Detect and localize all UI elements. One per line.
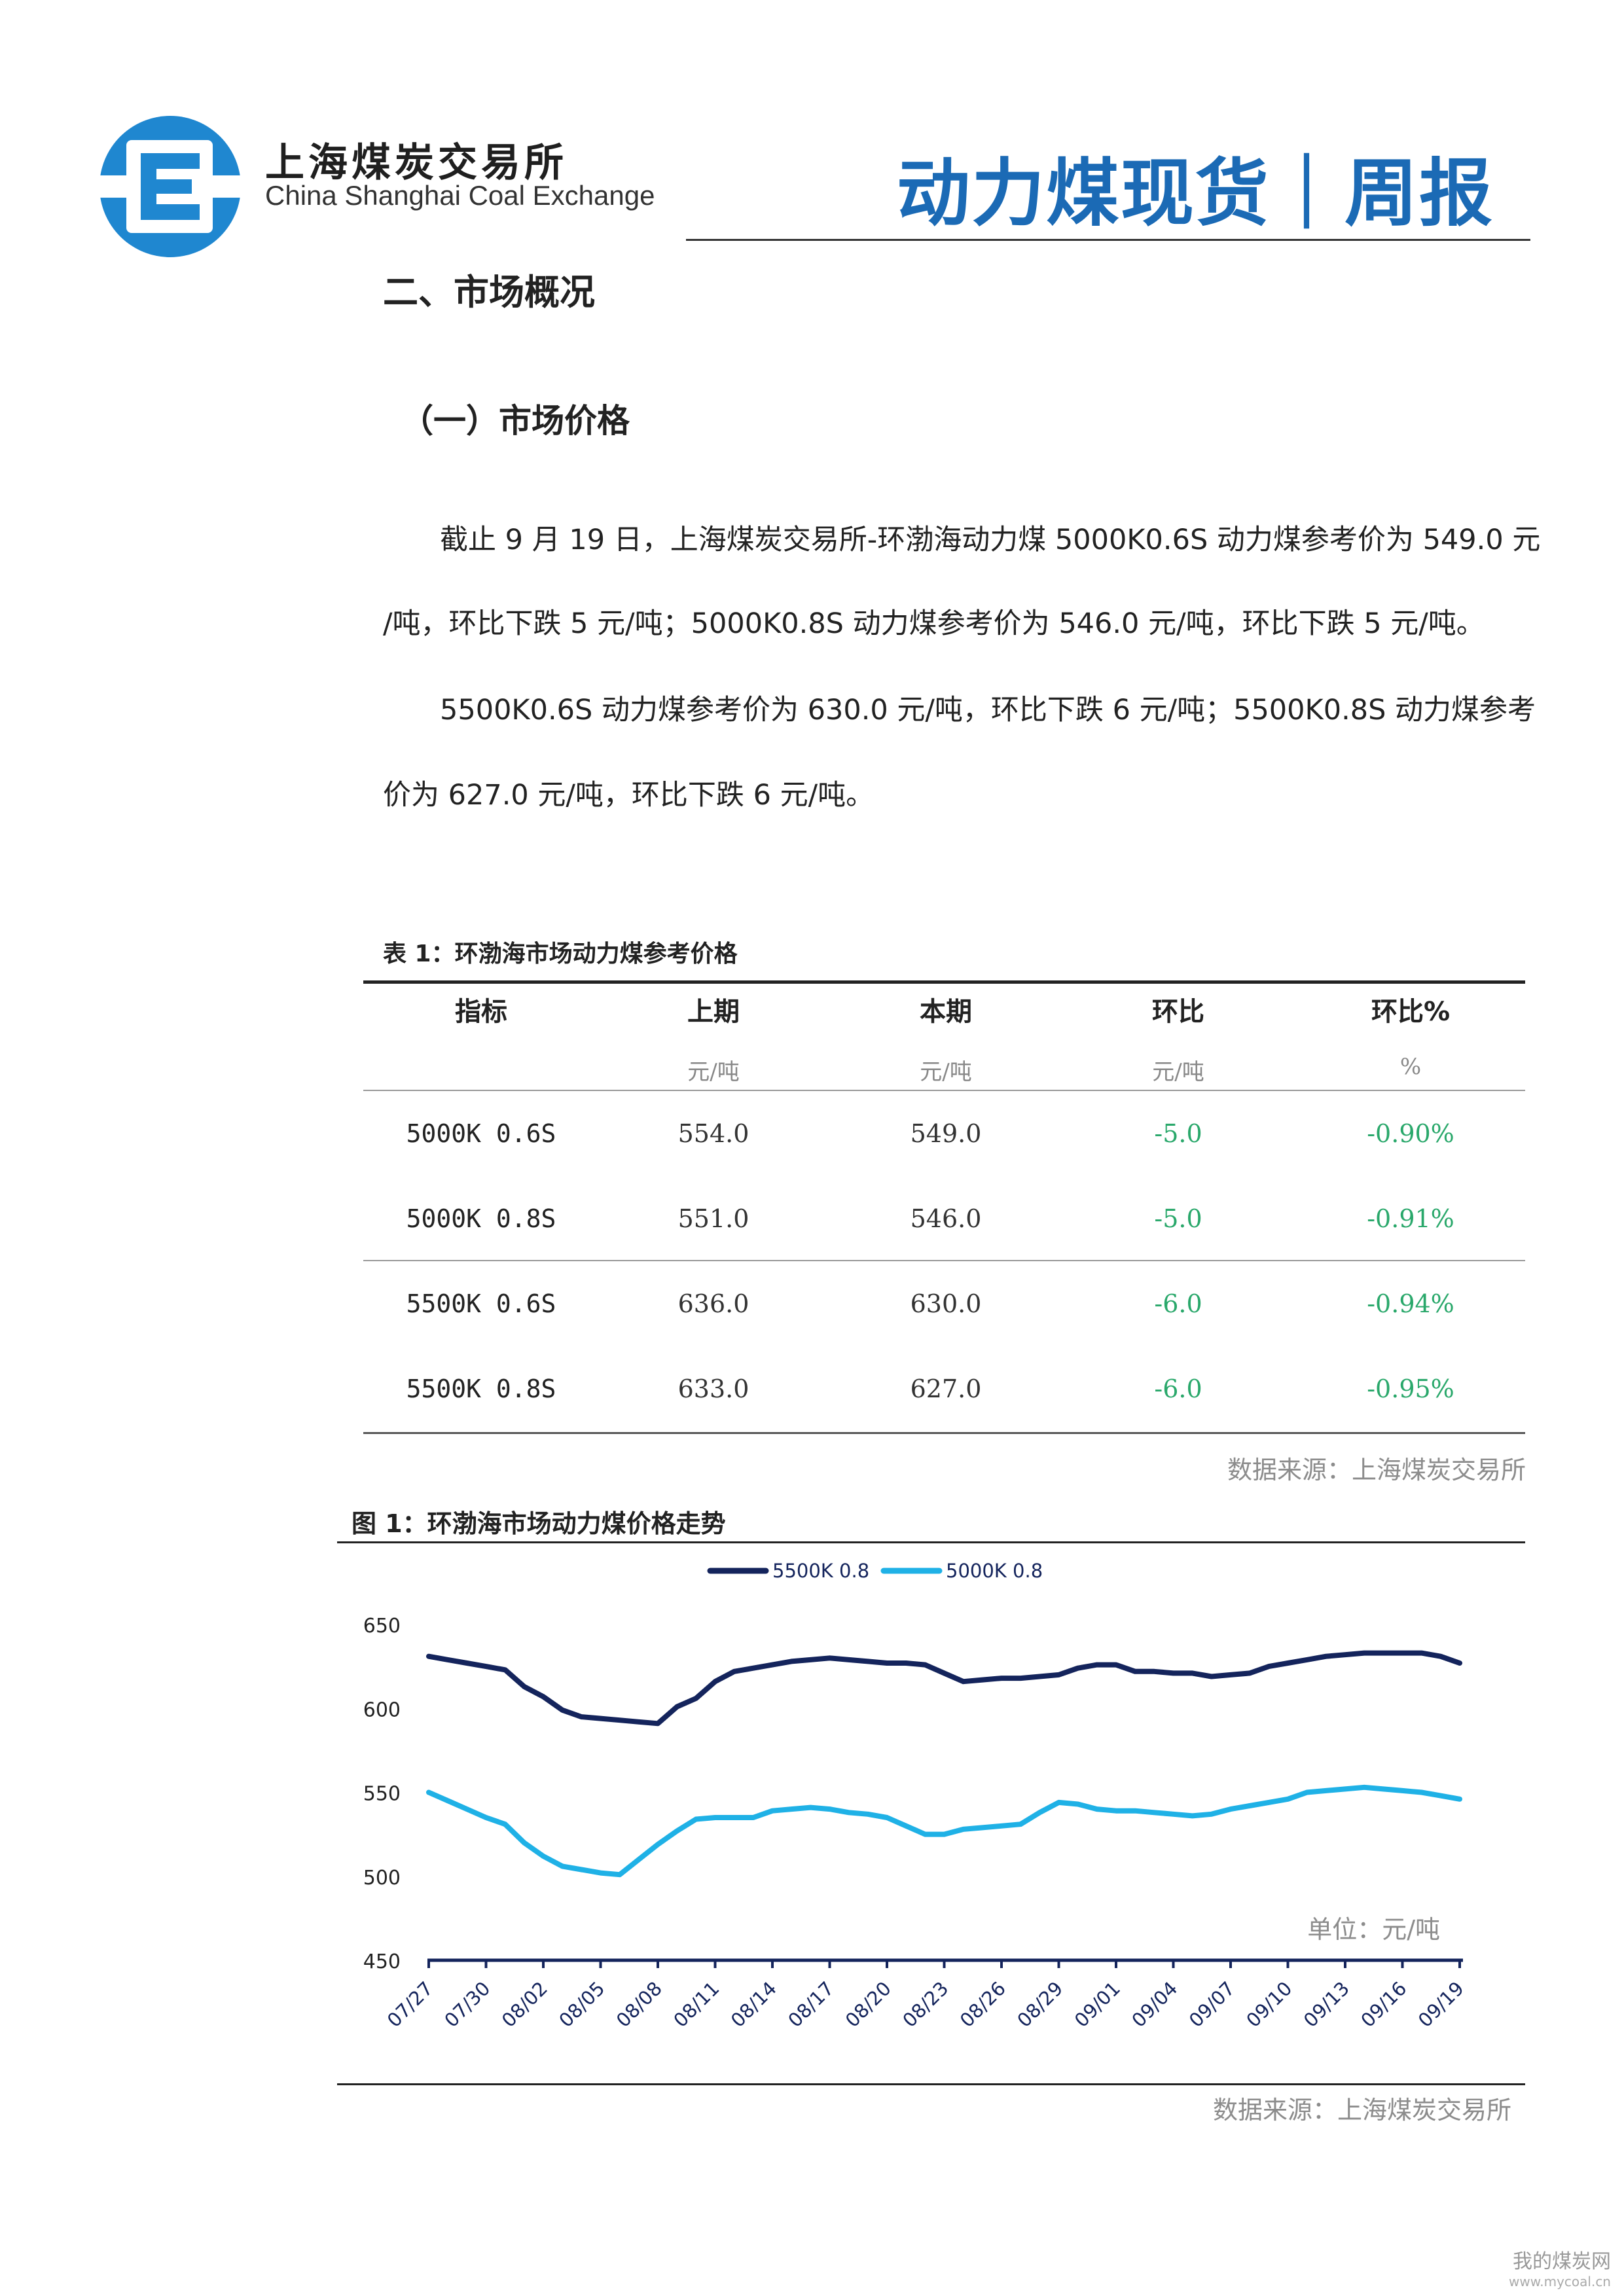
- figure-source: 数据来源：上海煤炭交易所: [1212, 2096, 1511, 2125]
- figure-top-rule: [337, 1541, 1525, 1543]
- section-heading: 二、市场概况: [383, 272, 595, 313]
- series-line-dark: [426, 1650, 1462, 1727]
- table-cell: 549.0: [910, 1119, 982, 1148]
- table-caption: 表 1：环渤海市场动力煤参考价格: [383, 941, 738, 967]
- x-tick-label: 08/05: [554, 1977, 609, 2032]
- x-tick-label: 08/11: [669, 1977, 723, 2032]
- chart-legend: 5500K 0.8 5000K 0.8: [707, 1560, 1043, 1582]
- table-cell: 630.0: [910, 1289, 982, 1318]
- y-tick-label: 600: [363, 1698, 401, 1721]
- table-unit-change-pct: %: [1399, 1054, 1422, 1080]
- table-header-current: 本期: [920, 997, 972, 1027]
- table-cell: 546.0: [910, 1204, 982, 1233]
- table-header-change-pct: 环比%: [1371, 997, 1451, 1027]
- legend-label: 5000K 0.8: [946, 1560, 1043, 1582]
- x-tick-label: 08/17: [784, 1977, 838, 2032]
- table-cell: -5.0: [1154, 1204, 1202, 1233]
- x-tick-label: 09/16: [1356, 1977, 1411, 2032]
- figure-bottom-rule: [337, 2083, 1525, 2085]
- x-tick-label: 08/08: [612, 1977, 666, 2032]
- report-title: 动力煤现货｜周报: [897, 151, 1494, 236]
- table-bottom-rule: [363, 1432, 1525, 1434]
- x-axis: 07/27 07/30 08/02 08/05 08/08 08/11 08/14 08/17…: [383, 1958, 1468, 2032]
- x-tick-label: 07/27: [383, 1977, 437, 2032]
- watermark-name: 我的煤炭网: [1513, 2250, 1611, 2273]
- paragraph-2-line-2: 价为 627.0 元/吨，环比下跌 6 元/吨。: [383, 779, 875, 812]
- watermark-text: 我的煤炭网 www.mycoal.cn: [1509, 2245, 1611, 2289]
- y-tick-label: 650: [363, 1615, 401, 1638]
- table-header-change: 环比: [1152, 997, 1204, 1027]
- table-top-rule: [363, 980, 1525, 984]
- table-cell: 5500K 0.6S: [406, 1289, 556, 1318]
- subsection-heading: （一）市场价格: [401, 402, 630, 440]
- figure-caption: 图 1：环渤海市场动力煤价格走势: [352, 1509, 726, 1538]
- table-unit-previous: 元/吨: [687, 1059, 740, 1085]
- y-tick-label: 550: [363, 1783, 401, 1806]
- x-tick-label: 08/20: [841, 1977, 895, 2032]
- x-tick-label: 08/14: [727, 1977, 781, 2032]
- table-cell: -0.94%: [1367, 1289, 1454, 1318]
- series-lines: [426, 1650, 1462, 1878]
- x-tick-label: 08/26: [956, 1977, 1010, 2032]
- table-cell: 627.0: [910, 1374, 982, 1403]
- x-tick-label: 07/30: [440, 1977, 494, 2032]
- x-tick-label: 09/13: [1299, 1977, 1354, 2032]
- table-cell: -0.90%: [1367, 1119, 1454, 1148]
- paragraph-2-line-1: 5500K0.6S 动力煤参考价为 630.0 元/吨，环比下跌 6 元/吨；5…: [440, 694, 1536, 726]
- table-cell: -5.0: [1154, 1119, 1202, 1148]
- table-cell: 5500K 0.8S: [406, 1374, 556, 1403]
- table-group-rule: [363, 1260, 1525, 1261]
- x-tick-label: 09/10: [1242, 1977, 1296, 2032]
- table-unit-change: 元/吨: [1152, 1059, 1204, 1085]
- table-header-rule: [363, 1090, 1525, 1091]
- table-cell: -6.0: [1154, 1289, 1202, 1318]
- y-tick-label: 450: [363, 1950, 401, 1973]
- table-unit-current: 元/吨: [920, 1059, 972, 1085]
- y-axis: 450 500 550 600 650: [363, 1615, 401, 1973]
- table-header-previous: 上期: [687, 997, 740, 1027]
- table-header-indicator: 指标: [455, 997, 507, 1027]
- table-cell: 551.0: [677, 1204, 749, 1233]
- y-tick-label: 500: [363, 1867, 401, 1890]
- watermark-url: www.mycoal.cn: [1509, 2274, 1611, 2289]
- org-name-cn: 上海煤炭交易所: [265, 140, 568, 186]
- x-tick-label: 08/02: [497, 1977, 552, 2032]
- x-tick-label: 09/07: [1185, 1977, 1239, 2032]
- legend-label: 5500K 0.8: [772, 1560, 869, 1582]
- org-name-en: China Shanghai Coal Exchange: [265, 180, 655, 211]
- table-cell: -0.91%: [1367, 1204, 1454, 1233]
- header-divider: [686, 239, 1530, 241]
- table-cell: -6.0: [1154, 1374, 1202, 1403]
- price-trend-chart: 5500K 0.8 5000K 0.8 450 500 550 600 650 07/27…: [363, 1560, 1468, 2032]
- table-cell: 636.0: [677, 1289, 749, 1318]
- table-source: 数据来源：上海煤炭交易所: [1227, 1456, 1526, 1484]
- x-tick-label: 09/01: [1070, 1977, 1125, 2032]
- table-cell: 5000K 0.8S: [406, 1204, 556, 1233]
- table-cell: -0.95%: [1367, 1374, 1454, 1403]
- table-cell: 5000K 0.6S: [406, 1119, 556, 1148]
- x-tick-label: 08/23: [898, 1977, 952, 2032]
- x-tick-label: 08/29: [1013, 1977, 1067, 2032]
- table-cell: 554.0: [677, 1119, 749, 1148]
- paragraph-1-line-1: 截止 9 月 19 日，上海煤炭交易所-环渤海动力煤 5000K0.6S 动力煤…: [440, 524, 1541, 556]
- x-tick-label: 09/04: [1127, 1977, 1182, 2032]
- table-cell: 633.0: [677, 1374, 749, 1403]
- chart-unit-note: 单位：元/吨: [1307, 1915, 1440, 1944]
- series-line-light: [426, 1784, 1462, 1878]
- x-tick-label: 09/19: [1414, 1977, 1468, 2032]
- paragraph-1-line-2: /吨，环比下跌 5 元/吨；5000K0.8S 动力煤参考价为 546.0 元/…: [383, 607, 1485, 640]
- exchange-logo: [95, 116, 245, 257]
